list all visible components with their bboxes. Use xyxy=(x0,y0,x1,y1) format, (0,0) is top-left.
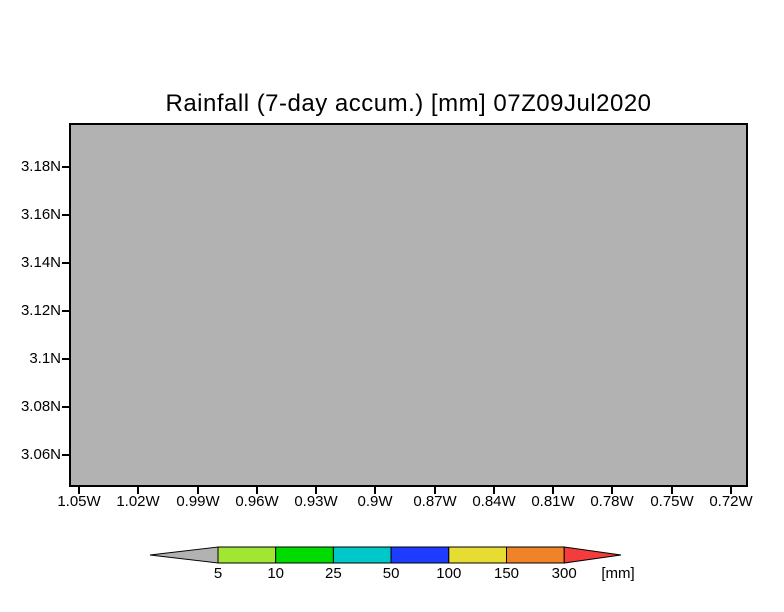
y-tick-label: 3.14N xyxy=(20,254,61,271)
y-tick-mark xyxy=(62,166,70,168)
x-tick-label: 0.99W xyxy=(176,493,220,510)
y-tick-label: 3.16N xyxy=(20,206,61,223)
y-tick-mark xyxy=(62,454,70,456)
x-tick-mark xyxy=(374,487,376,494)
x-tick-label: 0.93W xyxy=(294,493,338,510)
colorbar-above-max-arrow xyxy=(563,546,622,564)
y-tick-mark xyxy=(62,262,70,264)
colorbar-boundary-label: 25 xyxy=(325,565,342,582)
colorbar-segment xyxy=(332,546,392,564)
y-tick-label: 3.08N xyxy=(20,398,61,415)
colorbar-boundary-label: 5 xyxy=(214,565,222,582)
y-tick-label: 3.12N xyxy=(20,302,61,319)
x-tick-mark xyxy=(315,487,317,494)
x-tick-label: 0.81W xyxy=(531,493,575,510)
x-tick-label: 0.84W xyxy=(472,493,516,510)
y-tick-label: 3.1N xyxy=(29,350,61,367)
x-tick-mark xyxy=(256,487,258,494)
x-tick-label: 0.96W xyxy=(235,493,279,510)
x-tick-label: 0.87W xyxy=(413,493,457,510)
colorbar-boundary-label: 100 xyxy=(436,565,461,582)
y-tick-label: 3.06N xyxy=(20,446,61,463)
colorbar-below-min-arrow xyxy=(149,546,219,564)
colorbar-boundary-label: 150 xyxy=(494,565,519,582)
colorbar-segment xyxy=(506,546,565,564)
colorbar: 5 10 25 50 100 150 300 [mm] xyxy=(149,546,635,582)
colorbar-segment xyxy=(448,546,507,564)
x-tick-mark xyxy=(197,487,199,494)
colorbar-boundary-label: 300 xyxy=(552,565,577,582)
y-tick-mark xyxy=(62,214,70,216)
x-tick-mark xyxy=(671,487,673,494)
x-tick-label: 0.9W xyxy=(357,493,393,510)
colorbar-segment xyxy=(390,546,450,564)
y-tick-label: 3.18N xyxy=(20,158,61,175)
y-tick-mark xyxy=(62,310,70,312)
x-tick-mark xyxy=(611,487,613,494)
x-tick-label: 1.05W xyxy=(57,493,101,510)
x-tick-mark xyxy=(434,487,436,494)
x-tick-mark xyxy=(730,487,732,494)
x-tick-mark xyxy=(493,487,495,494)
colorbar-boundary-label: 50 xyxy=(383,565,400,582)
x-tick-mark xyxy=(552,487,554,494)
x-tick-label: 0.72W xyxy=(709,493,753,510)
colorbar-segment xyxy=(275,546,334,564)
y-tick-mark xyxy=(62,358,70,360)
x-tick-label: 0.75W xyxy=(650,493,694,510)
colorbar-boundary-label: 10 xyxy=(267,565,284,582)
colorbar-segment xyxy=(217,546,277,564)
chart-title: Rainfall (7-day accum.) [mm] 07Z09Jul202… xyxy=(165,90,652,117)
x-tick-label: 0.78W xyxy=(590,493,634,510)
colorbar-unit-label: [mm] xyxy=(601,565,634,582)
x-tick-mark xyxy=(137,487,139,494)
plot-area xyxy=(69,123,748,487)
x-tick-label: 1.02W xyxy=(116,493,160,510)
y-tick-mark xyxy=(62,406,70,408)
x-tick-mark xyxy=(78,487,80,494)
